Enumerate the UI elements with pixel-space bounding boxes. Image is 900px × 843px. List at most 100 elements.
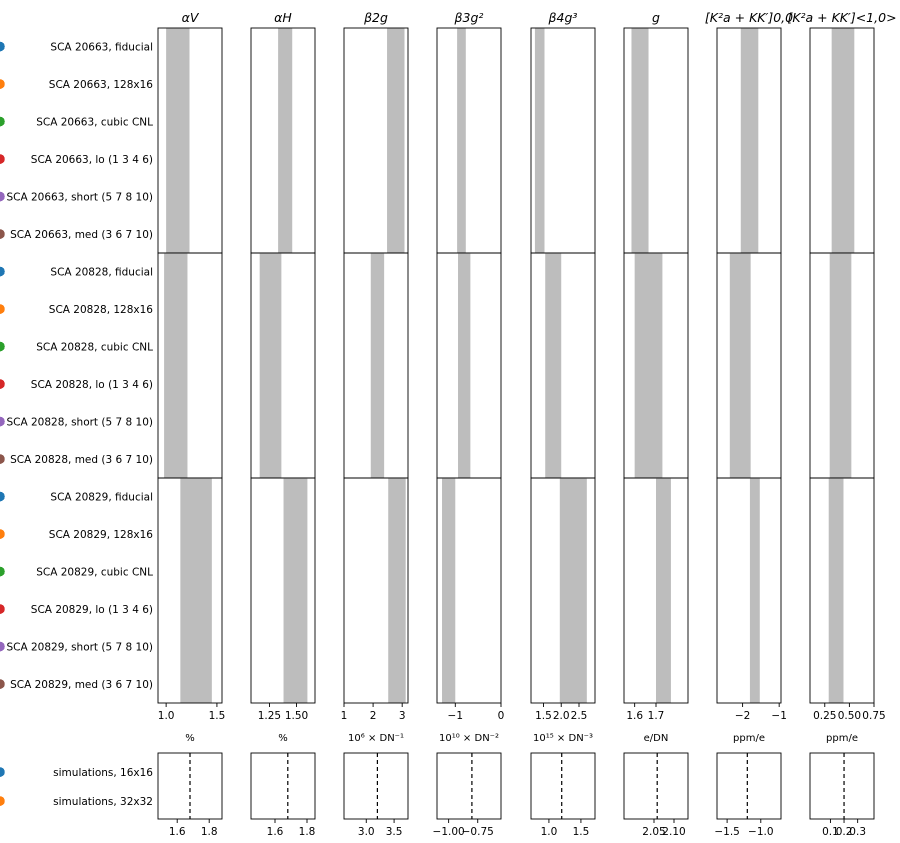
estimate-p0-r5-c7-point (0, 229, 5, 239)
row-label: SCA 20828, short (5 7 8 10) (6, 417, 153, 429)
axes-frame-p2-c6 (716, 477, 782, 704)
sim-x-tick-label-5-1: 2.10 (662, 826, 685, 838)
row-label: SCA 20663, lo (1 3 4 6) (31, 154, 153, 166)
x-unit-label-0: % (185, 733, 195, 744)
shaded-band-p2-c0 (180, 478, 212, 703)
column-title-1: αH (274, 10, 292, 25)
shaded-band-p1-c2 (370, 253, 385, 478)
row-label: SCA 20663, short (5 7 8 10) (6, 192, 153, 204)
x-tick-label-4-0: 1.5 (535, 710, 552, 722)
shaded-band-p0-c0 (166, 28, 190, 253)
row-label: SCA 20829, short (5 7 8 10) (6, 642, 153, 654)
shaded-band-p0-c4 (534, 28, 545, 253)
axes-frame-p2-c7 (809, 477, 875, 704)
sim-axes-frame-2 (343, 752, 409, 820)
x-tick-label-4-1: 2.0 (553, 710, 570, 722)
shaded-band-p0-c1 (278, 28, 293, 253)
row-label: SCA 20663, med (3 6 7 10) (10, 229, 153, 241)
x-tick-label-5-1: 1.7 (648, 710, 665, 722)
row-label: SCA 20828, lo (1 3 4 6) (31, 379, 153, 391)
x-tick-label-4-2: 2.5 (571, 710, 588, 722)
row-label: SCA 20828, med (3 6 7 10) (10, 454, 153, 466)
estimate-p1-r0-c7-point (0, 266, 5, 277)
x-tick-label-2-0: 1 (341, 710, 348, 722)
sim-x-tick-label-2-0: 3.0 (358, 826, 375, 838)
sim-x-tick-label-0-1: 1.8 (201, 826, 218, 838)
x-unit-label-1: % (278, 733, 288, 744)
sim-x-tick-label-3-0: −1.00 (433, 826, 465, 838)
row-label: SCA 20828, 128x16 (49, 304, 154, 316)
estimate-p1-r5-c7-point (0, 454, 5, 464)
shaded-band-p2-c1 (283, 478, 308, 703)
estimate-p0-r2-c7-point (0, 116, 5, 127)
x-tick-label-5-0: 1.6 (626, 710, 643, 722)
row-label: SCA 20829, cubic CNL (36, 567, 153, 579)
estimate-p2-r2-c7-point (0, 566, 5, 577)
shaded-band-p0-c7 (831, 28, 855, 253)
x-tick-label-1-0: 1.25 (258, 710, 281, 722)
sim-x-tick-label-7-0: 0.1 (822, 826, 839, 838)
row-label: SCA 20663, cubic CNL (36, 117, 153, 129)
row-label: SCA 20829, fiducial (50, 492, 153, 504)
column-title-2: β2g (363, 10, 388, 25)
axes-frame-p2-c2 (343, 477, 409, 704)
sim-x-tick-label-0-0: 1.6 (169, 826, 186, 838)
sim-x-tick-label-1-0: 1.6 (267, 826, 284, 838)
x-tick-label-2-2: 3 (399, 710, 406, 722)
sim-x-tick-label-2-1: 3.5 (386, 826, 403, 838)
sim-axes-frame-4 (530, 752, 596, 820)
x-unit-label-5: e/DN (644, 733, 669, 744)
estimate-p0-r1-c7-point (0, 79, 5, 89)
sim-x-tick-label-6-0: −1.5 (714, 826, 740, 838)
axes-frame-p2-c3 (436, 477, 502, 704)
estimate-p0-r0-c7-point (0, 41, 5, 52)
estimate-p1-r4-c7-point (0, 416, 5, 427)
column-title-0: αV (182, 10, 200, 25)
estimate-p2-r4-c7-point (0, 641, 5, 652)
estimate-p2-r3-c7-point (0, 604, 5, 614)
estimate-p2-r5-c7-point (0, 679, 5, 689)
shaded-band-p0-c5 (631, 28, 649, 253)
shaded-band-p2-c6 (749, 478, 760, 703)
shaded-band-p1-c7 (829, 253, 852, 478)
x-unit-label-7: ppm/e (826, 733, 858, 744)
sim-x-tick-label-3-1: −0.75 (462, 826, 494, 838)
sim-row-label: simulations, 32x32 (53, 796, 153, 808)
shaded-band-p1-c6 (729, 253, 751, 478)
sim-x-tick-label-4-1: 1.5 (573, 826, 590, 838)
estimate-p0-r4-c7-point (0, 191, 5, 202)
shaded-band-p1-c3 (458, 253, 471, 478)
shaded-band-p2-c2 (388, 478, 406, 703)
x-tick-label-6-0: −2 (735, 710, 750, 722)
x-unit-label-2: 10⁶ × DN⁻¹ (348, 733, 404, 744)
shaded-band-p1-c4 (545, 253, 562, 478)
shaded-band-p1-c0 (164, 253, 188, 478)
shaded-band-p1-c1 (259, 253, 282, 478)
sim-axes-frame-3 (436, 752, 502, 820)
axes-frame-p0-c3 (436, 27, 502, 254)
shaded-band-p2-c5 (656, 478, 671, 703)
row-label: SCA 20829, lo (1 3 4 6) (31, 604, 153, 616)
axes-frame-p1-c4 (530, 252, 596, 479)
column-title-7: [K²a + KK′]<1,0> (787, 10, 896, 25)
sim-row-label: simulations, 16x16 (53, 767, 153, 779)
x-unit-label-6: ppm/e (733, 733, 765, 744)
x-tick-label-3-0: −1 (448, 710, 463, 722)
estimate-p2-r0-c7-point (0, 491, 5, 502)
x-tick-label-7-1: 0.50 (838, 710, 861, 722)
x-tick-label-0-0: 1.0 (158, 710, 175, 722)
x-tick-label-0-1: 1.5 (209, 710, 226, 722)
estimate-p1-r1-c7-point (0, 304, 5, 314)
column-title-3: β3g² (454, 10, 484, 25)
x-unit-label-3: 10¹⁰ × DN⁻² (439, 733, 499, 744)
x-tick-label-6-1: −1 (771, 710, 786, 722)
simulation-r0-c7-point (0, 767, 5, 777)
sim-x-tick-label-5-0: 2.05 (642, 826, 665, 838)
x-tick-label-7-2: 0.75 (862, 710, 885, 722)
sim-x-tick-label-7-1: 0.2 (836, 826, 853, 838)
column-title-4: β4g³ (548, 10, 578, 25)
shaded-band-p2-c4 (559, 478, 587, 703)
estimate-p0-r3-c7-point (0, 154, 5, 164)
column-title-5: g (652, 10, 660, 25)
x-tick-label-7-0: 0.25 (813, 710, 836, 722)
